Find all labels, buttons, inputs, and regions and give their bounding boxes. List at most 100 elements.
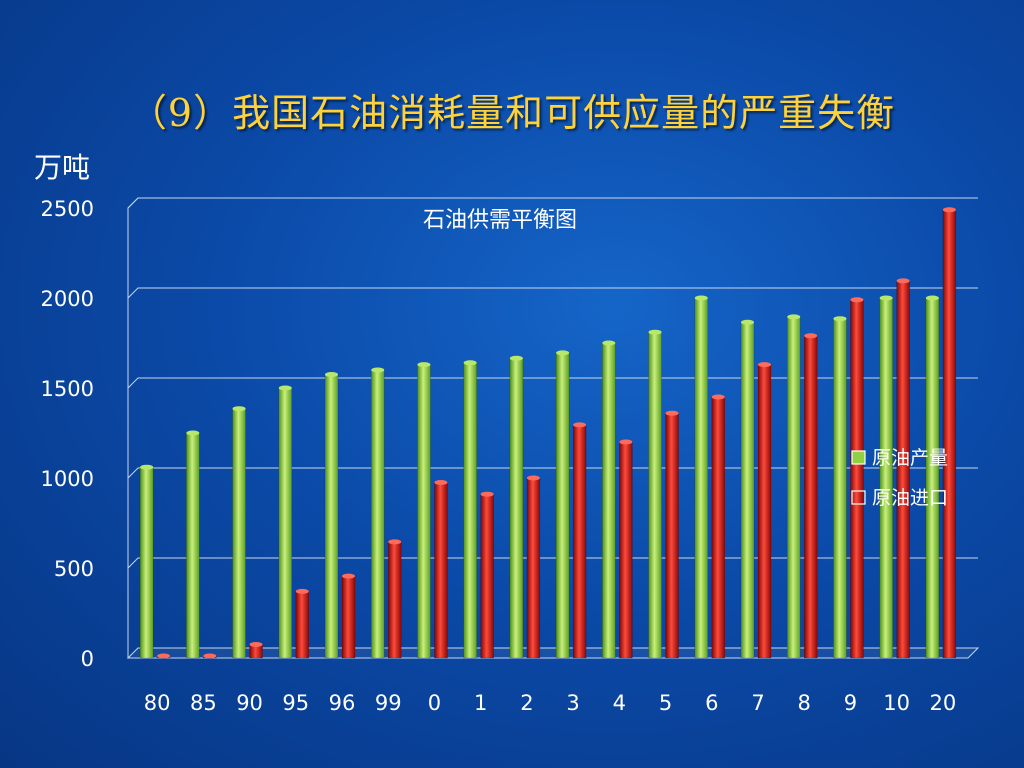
x-tick-label: 90 [236, 691, 263, 715]
x-tick-label: 3 [566, 691, 579, 715]
x-tick-label: 9 [844, 691, 857, 715]
bar-cap [804, 333, 818, 339]
y-tick-label: 2500 [41, 197, 94, 221]
bar-cap [249, 642, 263, 647]
bar-crude-production [186, 432, 200, 659]
bar-crude-import [341, 575, 356, 659]
bar-crude-production [278, 387, 293, 659]
bar-cap [371, 367, 385, 373]
bar-cap [787, 314, 801, 320]
bar-crude-production [786, 316, 801, 659]
bar-cap [942, 207, 956, 213]
bar-cap [665, 410, 679, 416]
bar-crude-production [648, 331, 662, 659]
bar-cap [896, 278, 910, 284]
bar-crude-production [925, 297, 940, 659]
bar-crude-production [324, 374, 339, 659]
bar-cap [325, 372, 338, 377]
bar-crude-import [434, 482, 448, 659]
x-tick-label: 7 [751, 691, 764, 715]
bar-cap [711, 394, 725, 400]
bar-crude-import [526, 477, 541, 659]
x-tick-label: 2 [520, 691, 533, 715]
bar-cap [295, 588, 309, 594]
x-tick-label: 99 [375, 691, 402, 715]
bar-cap [388, 539, 402, 545]
legend-label-import: 原油进口 [872, 487, 948, 509]
bar-cap [434, 480, 448, 485]
bar-crude-production [139, 466, 154, 659]
bar-cap [417, 362, 431, 368]
x-tick-label: 95 [282, 691, 309, 715]
x-tick-label: 20 [930, 691, 957, 715]
bar-crude-production [740, 322, 755, 659]
bar-cap [602, 340, 616, 346]
bar-cap [203, 653, 217, 659]
gridline [127, 197, 978, 209]
x-tick-label: 5 [659, 691, 672, 715]
chart-title: 石油供需平衡图 [423, 208, 577, 233]
gridline [127, 287, 978, 299]
bar-crude-production [602, 342, 616, 659]
x-tick-label: 4 [613, 691, 626, 715]
bar-cap [509, 355, 523, 361]
bar-crude-production [833, 318, 847, 659]
bar-crude-production [509, 358, 524, 659]
x-tick-label: 85 [190, 691, 217, 715]
bar-crude-import [619, 441, 633, 659]
bar-crude-import [803, 335, 818, 659]
bar-crude-production [694, 297, 709, 659]
bar-crude-import [711, 396, 726, 659]
y-tick-label: 1000 [41, 467, 94, 491]
bar-cap [526, 475, 540, 481]
bar-cap [186, 430, 200, 436]
bar-crude-production [417, 364, 431, 659]
y-tick-label: 500 [54, 557, 94, 581]
bar-crude-import [295, 591, 310, 659]
x-tick-label: 0 [428, 691, 441, 715]
bar-cap [463, 360, 477, 366]
bar-crude-import [387, 541, 402, 659]
bar-crude-import [942, 209, 957, 659]
y-tick-label: 2000 [41, 287, 94, 311]
legend-swatch-import [851, 490, 866, 505]
x-tick-label: 96 [329, 691, 356, 715]
bar-cap [758, 362, 771, 368]
x-tick-label: 10 [883, 691, 910, 715]
bar-cap [833, 316, 847, 322]
bar-cap [925, 295, 939, 301]
legend-swatch-production [851, 450, 866, 465]
bar-crude-production [370, 369, 385, 659]
bar-cap [741, 319, 754, 325]
bar-crude-import [896, 280, 910, 659]
bar-cap [232, 406, 246, 412]
bar-cap [573, 422, 587, 428]
bar-cap [879, 295, 893, 301]
bar-crude-import [480, 493, 494, 659]
bar-cap [480, 491, 494, 497]
x-tick-label: 1 [474, 691, 487, 715]
bar-crude-production [463, 362, 477, 659]
bar-crude-import [757, 364, 772, 659]
bar-crude-production [879, 297, 893, 659]
y-tick-label: 1500 [41, 377, 94, 401]
y-tick-label: 0 [81, 647, 94, 671]
bar-cap [694, 295, 708, 301]
bar-cap [157, 653, 171, 659]
slide-title: （9）我国石油消耗量和可供应量的严重失衡 [128, 91, 896, 135]
bar-cap [648, 329, 662, 335]
bar-crude-import [572, 424, 587, 659]
x-tick-label: 80 [144, 691, 171, 715]
bar-crude-import [665, 412, 679, 659]
bar-cap [850, 297, 864, 303]
bar-crude-production [232, 408, 246, 659]
bar-cap [140, 464, 154, 470]
bar-cap [619, 439, 633, 445]
y-unit-label: 万吨 [34, 151, 91, 184]
bar-crude-production [555, 352, 570, 659]
x-tick-label: 6 [705, 691, 718, 715]
legend-label-production: 原油产量 [872, 447, 948, 469]
x-tick-label: 8 [798, 691, 811, 715]
bar-crude-import [850, 299, 864, 659]
